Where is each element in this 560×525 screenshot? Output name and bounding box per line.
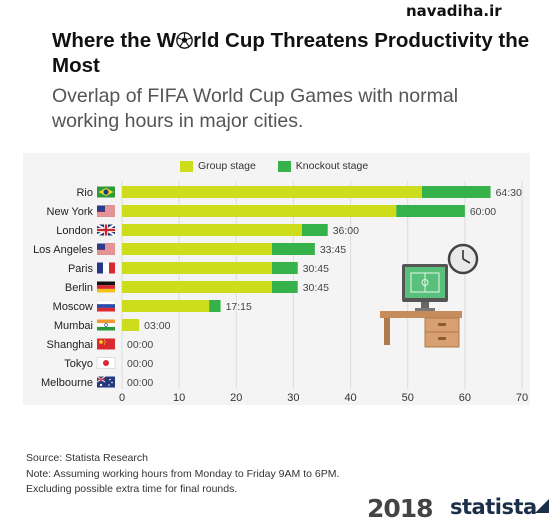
soccer-ball-icon <box>176 32 193 49</box>
data-label-2: 36:00 <box>333 225 359 237</box>
footnote-note-1: Note: Assuming working hours from Monday… <box>26 467 340 480</box>
flag-icon-germany-5 <box>97 281 115 293</box>
flag-icon-china-8 <box>97 338 115 350</box>
statista-logo-icon <box>535 499 549 513</box>
x-tick-label-5: 50 <box>402 392 414 404</box>
footnote-note-2: Excluding possible extra time for final … <box>26 483 238 495</box>
chart-legend: Group stage Knockout stage <box>180 160 368 172</box>
flag-icon-france-4 <box>97 262 115 274</box>
category-label-4: Paris <box>68 263 94 275</box>
bar-chart: Rio 64:30 New York 60:00 London 36:00 Los Ange… <box>33 181 528 404</box>
legend-label-knockout: Knockout stage <box>295 160 369 172</box>
bar-knockout-6 <box>209 300 221 312</box>
legend-swatch-knockout <box>277 160 291 172</box>
legend-item-group: Group stage <box>180 160 256 172</box>
bar-knockout-2 <box>302 224 328 236</box>
bar-group-4 <box>122 262 272 274</box>
data-label-10: 00:00 <box>127 377 153 389</box>
flag-icon-usa-3 <box>97 243 115 255</box>
watermark: navadiha.ir <box>406 2 502 20</box>
bar-knockout-0 <box>422 186 491 198</box>
x-tick-label-4: 40 <box>344 392 356 404</box>
category-label-2: London <box>56 225 93 237</box>
bar-group-6 <box>122 300 210 312</box>
bar-knockout-3 <box>272 243 315 255</box>
category-label-8: Shanghai <box>47 339 94 351</box>
flag-icon-australia-10 <box>96 376 115 388</box>
category-label-7: Mumbai <box>54 320 93 332</box>
title-part-2: rld Cup Threatens Productivity the Most <box>52 29 530 77</box>
x-tick-label-3: 30 <box>287 392 299 404</box>
data-label-4: 30:45 <box>303 263 329 275</box>
data-label-7: 03:00 <box>144 320 170 332</box>
chart-subtitle: Overlap of FIFA World Cup Games with nor… <box>52 85 459 132</box>
data-label-8: 00:00 <box>127 339 153 351</box>
bar-knockout-5 <box>272 281 298 293</box>
data-label-0: 64:30 <box>496 187 522 199</box>
category-label-10: Melbourne <box>41 377 93 389</box>
data-label-5: 30:45 <box>303 282 329 294</box>
flag-icon-russia-6 <box>96 300 116 312</box>
bar-group-2 <box>122 224 302 236</box>
category-label-0: Rio <box>76 187 93 199</box>
legend-swatch-group <box>180 160 193 172</box>
x-tick-label-0: 0 <box>119 392 125 404</box>
category-label-3: Los Angeles <box>33 244 93 256</box>
legend-label-group: Group stage <box>198 160 256 172</box>
bar-group-0 <box>122 186 422 198</box>
data-label-6: 17:15 <box>226 301 252 313</box>
footnote: Source: Statista Research Note: Assuming… <box>26 451 339 498</box>
data-label-3: 33:45 <box>320 244 346 256</box>
bar-group-5 <box>122 281 272 293</box>
x-tick-label-1: 10 <box>173 392 185 404</box>
flag-icon-usa-1 <box>97 205 115 217</box>
footnote-source: Source: Statista Research <box>26 452 148 464</box>
bar-knockout-4 <box>272 262 298 274</box>
flag-icon-uk-2 <box>96 223 116 237</box>
category-label-6: Moscow <box>53 301 93 313</box>
title-part-1: Where the W <box>52 29 177 52</box>
data-label-9: 00:00 <box>127 358 153 370</box>
category-label-9: Tokyo <box>64 358 93 370</box>
flag-icon-brazil-0 <box>97 186 115 198</box>
x-tick-label-2: 20 <box>230 392 242 404</box>
bar-group-3 <box>122 243 272 255</box>
category-label-5: Berlin <box>65 282 93 294</box>
desk-computer-illustration <box>380 264 462 348</box>
chart-title: Where the W rld Cup Threatens Productivi… <box>52 28 552 78</box>
x-tick-label-7: 70 <box>516 392 528 404</box>
data-label-1: 60:00 <box>470 206 496 218</box>
clock-icon <box>447 243 479 275</box>
statista-logo: statista <box>450 495 537 519</box>
x-tick-label-6: 60 <box>459 392 471 404</box>
flag-icon-japan-9 <box>96 357 116 369</box>
bar-group-1 <box>122 205 397 217</box>
bar-group-7 <box>122 319 140 331</box>
bar-knockout-1 <box>396 205 465 217</box>
chart-panel: Rio 64:30 New York 60:00 London 36:00 Los Ange… <box>23 153 530 405</box>
category-label-1: New York <box>47 206 94 218</box>
worldcup-2018-logo: 2018 <box>367 494 434 523</box>
legend-item-knockout: Knockout stage <box>277 160 369 172</box>
flag-icon-india-7 <box>97 319 115 331</box>
